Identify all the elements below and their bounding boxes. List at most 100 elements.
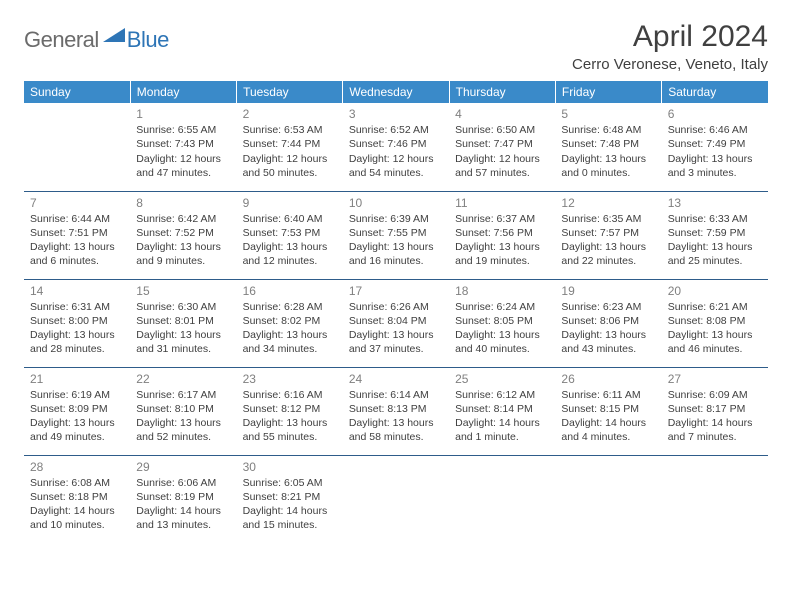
sunrise-text: Sunrise: 6:17 AM xyxy=(136,388,230,402)
day-number: 28 xyxy=(30,459,124,475)
calendar-day-cell: 30Sunrise: 6:05 AMSunset: 8:21 PMDayligh… xyxy=(237,455,343,543)
sunset-text: Sunset: 8:09 PM xyxy=(30,402,124,416)
logo-text-blue: Blue xyxy=(127,27,169,53)
location-label: Cerro Veronese, Veneto, Italy xyxy=(572,56,768,73)
sunrise-text: Sunrise: 6:46 AM xyxy=(668,123,762,137)
calendar-day-cell: 23Sunrise: 6:16 AMSunset: 8:12 PMDayligh… xyxy=(237,367,343,455)
daylight2-text: and 54 minutes. xyxy=(349,166,443,180)
day-number: 17 xyxy=(349,283,443,299)
day-number: 16 xyxy=(243,283,337,299)
daylight1-text: Daylight: 13 hours xyxy=(349,240,443,254)
daylight2-text: and 12 minutes. xyxy=(243,254,337,268)
daylight1-text: Daylight: 13 hours xyxy=(349,416,443,430)
day-number: 27 xyxy=(668,371,762,387)
sunset-text: Sunset: 7:56 PM xyxy=(455,226,549,240)
sunset-text: Sunset: 7:53 PM xyxy=(243,226,337,240)
calendar-day-cell: 1Sunrise: 6:55 AMSunset: 7:43 PMDaylight… xyxy=(130,103,236,191)
calendar-week-row: 1Sunrise: 6:55 AMSunset: 7:43 PMDaylight… xyxy=(24,103,768,191)
sunset-text: Sunset: 8:15 PM xyxy=(561,402,655,416)
sunrise-text: Sunrise: 6:06 AM xyxy=(136,476,230,490)
calendar-day-cell xyxy=(555,455,661,543)
calendar-day-cell: 4Sunrise: 6:50 AMSunset: 7:47 PMDaylight… xyxy=(449,103,555,191)
calendar-day-cell: 3Sunrise: 6:52 AMSunset: 7:46 PMDaylight… xyxy=(343,103,449,191)
logo-triangle-icon xyxy=(103,26,125,47)
daylight1-text: Daylight: 13 hours xyxy=(561,152,655,166)
sunset-text: Sunset: 8:18 PM xyxy=(30,490,124,504)
sunset-text: Sunset: 7:46 PM xyxy=(349,137,443,151)
sunset-text: Sunset: 8:04 PM xyxy=(349,314,443,328)
sunrise-text: Sunrise: 6:05 AM xyxy=(243,476,337,490)
day-number: 18 xyxy=(455,283,549,299)
header: General Blue April 2024 Cerro Veronese, … xyxy=(24,20,768,73)
sunrise-text: Sunrise: 6:31 AM xyxy=(30,300,124,314)
sunrise-text: Sunrise: 6:55 AM xyxy=(136,123,230,137)
daylight1-text: Daylight: 13 hours xyxy=(455,328,549,342)
daylight1-text: Daylight: 13 hours xyxy=(561,328,655,342)
calendar-day-cell: 21Sunrise: 6:19 AMSunset: 8:09 PMDayligh… xyxy=(24,367,130,455)
logo-text-general: General xyxy=(24,27,99,53)
logo: General Blue xyxy=(24,26,169,53)
day-number: 7 xyxy=(30,195,124,211)
daylight2-text: and 46 minutes. xyxy=(668,342,762,356)
calendar-day-cell: 12Sunrise: 6:35 AMSunset: 7:57 PMDayligh… xyxy=(555,191,661,279)
sunrise-text: Sunrise: 6:44 AM xyxy=(30,212,124,226)
weekday-header: Friday xyxy=(555,81,661,103)
calendar-day-cell xyxy=(24,103,130,191)
calendar-day-cell: 15Sunrise: 6:30 AMSunset: 8:01 PMDayligh… xyxy=(130,279,236,367)
sunrise-text: Sunrise: 6:39 AM xyxy=(349,212,443,226)
daylight1-text: Daylight: 13 hours xyxy=(243,416,337,430)
sunrise-text: Sunrise: 6:42 AM xyxy=(136,212,230,226)
calendar-day-cell: 10Sunrise: 6:39 AMSunset: 7:55 PMDayligh… xyxy=(343,191,449,279)
calendar-day-cell: 29Sunrise: 6:06 AMSunset: 8:19 PMDayligh… xyxy=(130,455,236,543)
daylight1-text: Daylight: 13 hours xyxy=(243,240,337,254)
day-number: 13 xyxy=(668,195,762,211)
day-number: 26 xyxy=(561,371,655,387)
calendar-day-cell: 20Sunrise: 6:21 AMSunset: 8:08 PMDayligh… xyxy=(662,279,768,367)
daylight1-text: Daylight: 13 hours xyxy=(561,240,655,254)
sunrise-text: Sunrise: 6:28 AM xyxy=(243,300,337,314)
sunrise-text: Sunrise: 6:21 AM xyxy=(668,300,762,314)
sunrise-text: Sunrise: 6:37 AM xyxy=(455,212,549,226)
day-number: 11 xyxy=(455,195,549,211)
calendar-day-cell: 16Sunrise: 6:28 AMSunset: 8:02 PMDayligh… xyxy=(237,279,343,367)
day-number: 23 xyxy=(243,371,337,387)
daylight2-text: and 55 minutes. xyxy=(243,430,337,444)
sunrise-text: Sunrise: 6:33 AM xyxy=(668,212,762,226)
weekday-header: Thursday xyxy=(449,81,555,103)
day-number: 19 xyxy=(561,283,655,299)
calendar-day-cell: 2Sunrise: 6:53 AMSunset: 7:44 PMDaylight… xyxy=(237,103,343,191)
calendar-day-cell: 26Sunrise: 6:11 AMSunset: 8:15 PMDayligh… xyxy=(555,367,661,455)
daylight2-text: and 52 minutes. xyxy=(136,430,230,444)
sunset-text: Sunset: 7:51 PM xyxy=(30,226,124,240)
sunrise-text: Sunrise: 6:40 AM xyxy=(243,212,337,226)
day-number: 8 xyxy=(136,195,230,211)
day-number: 29 xyxy=(136,459,230,475)
sunset-text: Sunset: 8:01 PM xyxy=(136,314,230,328)
daylight2-text: and 9 minutes. xyxy=(136,254,230,268)
calendar-day-cell: 25Sunrise: 6:12 AMSunset: 8:14 PMDayligh… xyxy=(449,367,555,455)
daylight2-text: and 0 minutes. xyxy=(561,166,655,180)
daylight1-text: Daylight: 13 hours xyxy=(136,328,230,342)
calendar-day-cell: 27Sunrise: 6:09 AMSunset: 8:17 PMDayligh… xyxy=(662,367,768,455)
daylight1-text: Daylight: 14 hours xyxy=(30,504,124,518)
daylight1-text: Daylight: 13 hours xyxy=(136,416,230,430)
daylight1-text: Daylight: 13 hours xyxy=(30,328,124,342)
daylight2-text: and 7 minutes. xyxy=(668,430,762,444)
sunset-text: Sunset: 8:13 PM xyxy=(349,402,443,416)
daylight1-text: Daylight: 13 hours xyxy=(668,240,762,254)
day-number: 22 xyxy=(136,371,230,387)
sunrise-text: Sunrise: 6:53 AM xyxy=(243,123,337,137)
daylight2-text: and 6 minutes. xyxy=(30,254,124,268)
day-number: 20 xyxy=(668,283,762,299)
daylight1-text: Daylight: 13 hours xyxy=(668,328,762,342)
calendar-day-cell xyxy=(662,455,768,543)
sunrise-text: Sunrise: 6:24 AM xyxy=(455,300,549,314)
sunset-text: Sunset: 8:19 PM xyxy=(136,490,230,504)
calendar-day-cell: 22Sunrise: 6:17 AMSunset: 8:10 PMDayligh… xyxy=(130,367,236,455)
daylight2-text: and 58 minutes. xyxy=(349,430,443,444)
sunrise-text: Sunrise: 6:30 AM xyxy=(136,300,230,314)
weekday-header: Tuesday xyxy=(237,81,343,103)
daylight2-text: and 25 minutes. xyxy=(668,254,762,268)
daylight2-text: and 50 minutes. xyxy=(243,166,337,180)
daylight2-text: and 34 minutes. xyxy=(243,342,337,356)
